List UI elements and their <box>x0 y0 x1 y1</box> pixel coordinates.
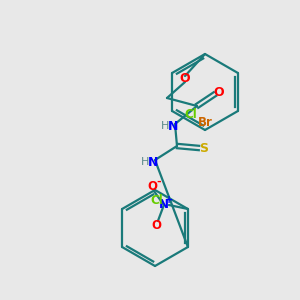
Text: O: O <box>180 71 190 85</box>
Text: Cl: Cl <box>184 109 197 122</box>
Text: +: + <box>165 195 173 205</box>
Text: O: O <box>151 220 161 232</box>
Text: Br: Br <box>198 116 212 130</box>
Text: N: N <box>168 119 178 133</box>
Text: H: H <box>141 157 149 167</box>
Text: -: - <box>157 177 161 187</box>
Text: Cl: Cl <box>151 194 164 206</box>
Text: O: O <box>147 181 157 194</box>
Text: N: N <box>148 155 158 169</box>
Text: O: O <box>214 85 224 98</box>
Text: N: N <box>159 199 169 212</box>
Text: S: S <box>200 142 208 155</box>
Text: H: H <box>161 121 169 131</box>
